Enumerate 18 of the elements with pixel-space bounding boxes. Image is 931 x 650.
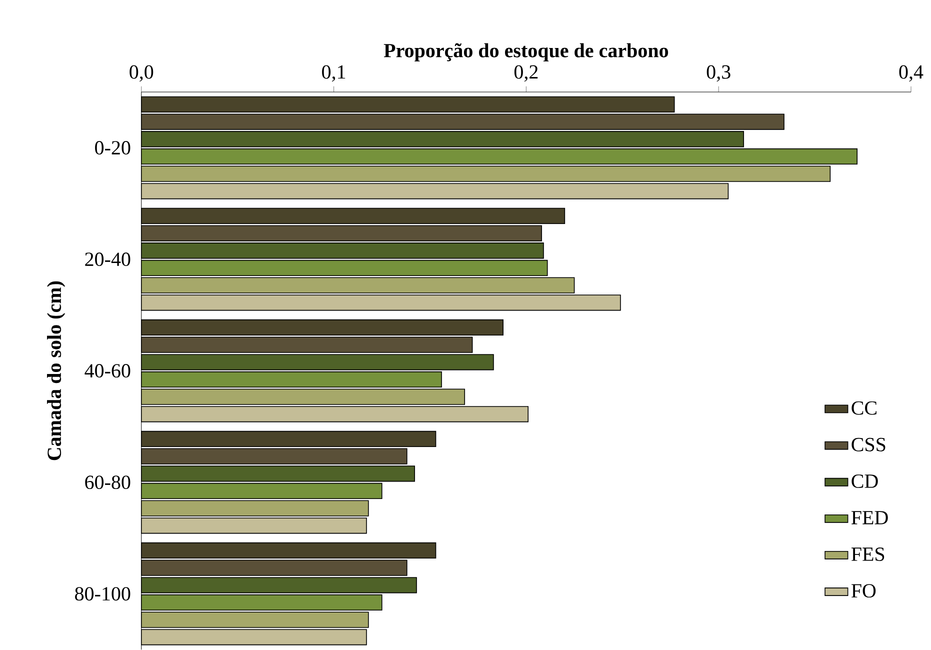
x-tick-label: 0,4 [899,65,924,82]
y-tick-label: 40-60 [84,364,130,378]
legend-label: CC [852,401,876,415]
legend-label: FES [851,547,884,561]
legend-label: FED [851,510,888,524]
x-tick-label: 0,2 [514,65,538,82]
y-tick-label: 80-100 [75,586,130,600]
legend-label: FO [851,584,876,598]
x-tick-label: 0,3 [706,65,730,82]
legend-label: CD [852,474,878,488]
legend-label: CSS [852,438,886,452]
y-tick-label: 20-40 [85,252,130,266]
x-tick-label: 0,1 [322,65,346,82]
y-axis-title: Camada do solo (cm) [47,281,66,460]
y-tick-label: 60-80 [85,475,130,489]
x-axis-title: Proporção do estoque de carbono [384,43,668,62]
y-tick-label: 0-20 [95,140,130,154]
x-tick-label: 0,0 [130,65,154,82]
